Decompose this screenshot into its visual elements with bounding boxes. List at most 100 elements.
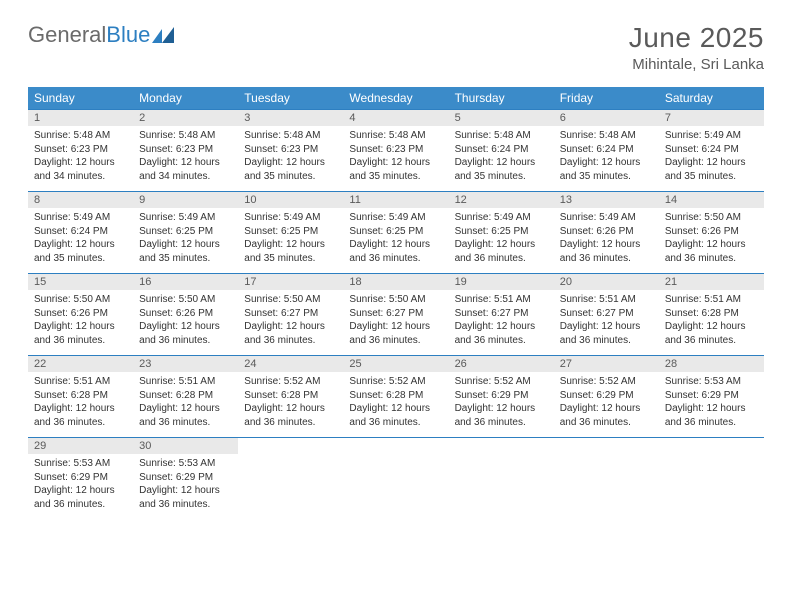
day-body: Sunrise: 5:48 AMSunset: 6:24 PMDaylight:… bbox=[554, 126, 659, 188]
day-body: Sunrise: 5:50 AMSunset: 6:26 PMDaylight:… bbox=[28, 290, 133, 352]
day-body: Sunrise: 5:50 AMSunset: 6:26 PMDaylight:… bbox=[659, 208, 764, 270]
calendar-cell: 29Sunrise: 5:53 AMSunset: 6:29 PMDayligh… bbox=[28, 438, 133, 520]
day-number: 15 bbox=[28, 274, 133, 290]
calendar-cell: 19 Sunrise: 5:51 AMSunset: 6:27 PMDayligh… bbox=[449, 274, 554, 356]
sunrise-line: Sunrise: 5:52 AM bbox=[244, 375, 337, 389]
day-body: Sunrise: 5:50 AMSunset: 6:27 PMDaylight:… bbox=[343, 290, 448, 352]
day-number: 12 bbox=[449, 192, 554, 208]
weekday-tuesday: Tuesday bbox=[238, 87, 343, 110]
sunset-line: Sunset: 6:29 PM bbox=[455, 389, 548, 403]
day-body: Sunrise: 5:50 AMSunset: 6:27 PMDaylight:… bbox=[238, 290, 343, 352]
day-number: 10 bbox=[238, 192, 343, 208]
day-number: 22 bbox=[28, 356, 133, 372]
sunrise-line: Sunrise: 5:50 AM bbox=[665, 211, 758, 225]
day-number: 25 bbox=[343, 356, 448, 372]
calendar-cell: 18Sunrise: 5:50 AMSunset: 6:27 PMDayligh… bbox=[343, 274, 448, 356]
sunrise-line: Sunrise: 5:51 AM bbox=[455, 293, 548, 307]
sunset-line: Sunset: 6:29 PM bbox=[560, 389, 653, 403]
weekday-row: Sunday Monday Tuesday Wednesday Thursday… bbox=[28, 87, 764, 110]
day-number: 6 bbox=[554, 110, 659, 126]
day-number: 16 bbox=[133, 274, 238, 290]
logo-text-1: General bbox=[28, 22, 106, 48]
sunrise-line: Sunrise: 5:51 AM bbox=[560, 293, 653, 307]
weekday-saturday: Saturday bbox=[659, 87, 764, 110]
calendar-cell: 22Sunrise: 5:51 AMSunset: 6:28 PMDayligh… bbox=[28, 356, 133, 438]
sunrise-line: Sunrise: 5:50 AM bbox=[34, 293, 127, 307]
sunrise-line: Sunrise: 5:49 AM bbox=[34, 211, 127, 225]
daylight-line: Daylight: 12 hours and 36 minutes. bbox=[349, 402, 442, 429]
sunrise-line: Sunrise: 5:51 AM bbox=[34, 375, 127, 389]
day-number: 1 bbox=[28, 110, 133, 126]
sunset-line: Sunset: 6:25 PM bbox=[139, 225, 232, 239]
sunset-line: Sunset: 6:24 PM bbox=[560, 143, 653, 157]
daylight-line: Daylight: 12 hours and 36 minutes. bbox=[244, 402, 337, 429]
day-body: Sunrise: 5:49 AMSunset: 6:25 PMDaylight:… bbox=[238, 208, 343, 270]
weekday-wednesday: Wednesday bbox=[343, 87, 448, 110]
daylight-line: Daylight: 12 hours and 36 minutes. bbox=[455, 402, 548, 429]
day-body: Sunrise: 5:48 AMSunset: 6:23 PMDaylight:… bbox=[238, 126, 343, 188]
calendar-cell: 16Sunrise: 5:50 AMSunset: 6:26 PMDayligh… bbox=[133, 274, 238, 356]
sunset-line: Sunset: 6:23 PM bbox=[349, 143, 442, 157]
weekday-thursday: Thursday bbox=[449, 87, 554, 110]
day-number: 2 bbox=[133, 110, 238, 126]
day-number: 19 bbox=[449, 274, 554, 290]
sunrise-line: Sunrise: 5:49 AM bbox=[560, 211, 653, 225]
sunset-line: Sunset: 6:26 PM bbox=[560, 225, 653, 239]
sunrise-line: Sunrise: 5:50 AM bbox=[349, 293, 442, 307]
calendar-cell bbox=[659, 438, 764, 520]
day-body: Sunrise: 5:48 AMSunset: 6:24 PMDaylight:… bbox=[449, 126, 554, 188]
day-number: 8 bbox=[28, 192, 133, 208]
sunset-line: Sunset: 6:26 PM bbox=[665, 225, 758, 239]
sunrise-line: Sunrise: 5:48 AM bbox=[139, 129, 232, 143]
sunrise-line: Sunrise: 5:49 AM bbox=[455, 211, 548, 225]
calendar-cell: 6Sunrise: 5:48 AMSunset: 6:24 PMDaylight… bbox=[554, 110, 659, 192]
calendar-week: 15Sunrise: 5:50 AMSunset: 6:26 PMDayligh… bbox=[28, 274, 764, 356]
daylight-line: Daylight: 12 hours and 36 minutes. bbox=[455, 320, 548, 347]
calendar-cell bbox=[449, 438, 554, 520]
sunrise-line: Sunrise: 5:51 AM bbox=[139, 375, 232, 389]
daylight-line: Daylight: 12 hours and 36 minutes. bbox=[560, 320, 653, 347]
daylight-line: Daylight: 12 hours and 36 minutes. bbox=[34, 320, 127, 347]
daylight-line: Daylight: 12 hours and 35 minutes. bbox=[244, 156, 337, 183]
calendar-week: 22Sunrise: 5:51 AMSunset: 6:28 PMDayligh… bbox=[28, 356, 764, 438]
calendar-cell: 20 Sunrise: 5:51 AMSunset: 6:27 PMDayligh… bbox=[554, 274, 659, 356]
sunset-line: Sunset: 6:28 PM bbox=[34, 389, 127, 403]
sunset-line: Sunset: 6:24 PM bbox=[455, 143, 548, 157]
weekday-friday: Friday bbox=[554, 87, 659, 110]
logo-icon bbox=[152, 25, 180, 45]
day-number: 27 bbox=[554, 356, 659, 372]
logo: GeneralBlue bbox=[28, 22, 180, 48]
daylight-line: Daylight: 12 hours and 36 minutes. bbox=[34, 484, 127, 511]
day-body: Sunrise: 5:52 AMSunset: 6:28 PMDaylight:… bbox=[343, 372, 448, 434]
calendar-cell: 26Sunrise: 5:52 AMSunset: 6:29 PMDayligh… bbox=[449, 356, 554, 438]
sunrise-line: Sunrise: 5:53 AM bbox=[34, 457, 127, 471]
daylight-line: Daylight: 12 hours and 36 minutes. bbox=[139, 484, 232, 511]
daylight-line: Daylight: 12 hours and 36 minutes. bbox=[34, 402, 127, 429]
calendar-cell: 13Sunrise: 5:49 AMSunset: 6:26 PMDayligh… bbox=[554, 192, 659, 274]
sunset-line: Sunset: 6:28 PM bbox=[665, 307, 758, 321]
sunset-line: Sunset: 6:27 PM bbox=[349, 307, 442, 321]
sunset-line: Sunset: 6:28 PM bbox=[349, 389, 442, 403]
day-body: Sunrise: 5:52 AMSunset: 6:29 PMDaylight:… bbox=[449, 372, 554, 434]
daylight-line: Daylight: 12 hours and 36 minutes. bbox=[665, 402, 758, 429]
calendar-cell: 24Sunrise: 5:52 AMSunset: 6:28 PMDayligh… bbox=[238, 356, 343, 438]
day-body: Sunrise: 5:53 AMSunset: 6:29 PMDaylight:… bbox=[659, 372, 764, 434]
day-body: Sunrise: 5:52 AMSunset: 6:28 PMDaylight:… bbox=[238, 372, 343, 434]
daylight-line: Daylight: 12 hours and 36 minutes. bbox=[139, 402, 232, 429]
calendar-cell: 1Sunrise: 5:48 AMSunset: 6:23 PMDaylight… bbox=[28, 110, 133, 192]
calendar-cell bbox=[343, 438, 448, 520]
sunrise-line: Sunrise: 5:48 AM bbox=[349, 129, 442, 143]
sunrise-line: Sunrise: 5:51 AM bbox=[665, 293, 758, 307]
day-body: Sunrise: 5:51 AMSunset: 6:28 PMDaylight:… bbox=[28, 372, 133, 434]
sunset-line: Sunset: 6:27 PM bbox=[560, 307, 653, 321]
sunrise-line: Sunrise: 5:52 AM bbox=[455, 375, 548, 389]
day-number: 7 bbox=[659, 110, 764, 126]
daylight-line: Daylight: 12 hours and 36 minutes. bbox=[349, 320, 442, 347]
daylight-line: Daylight: 12 hours and 35 minutes. bbox=[244, 238, 337, 265]
daylight-line: Daylight: 12 hours and 35 minutes. bbox=[455, 156, 548, 183]
sunset-line: Sunset: 6:27 PM bbox=[455, 307, 548, 321]
sunrise-line: Sunrise: 5:50 AM bbox=[139, 293, 232, 307]
day-number: 20 bbox=[554, 274, 659, 290]
calendar-week: 1Sunrise: 5:48 AMSunset: 6:23 PMDaylight… bbox=[28, 110, 764, 192]
calendar-cell bbox=[238, 438, 343, 520]
